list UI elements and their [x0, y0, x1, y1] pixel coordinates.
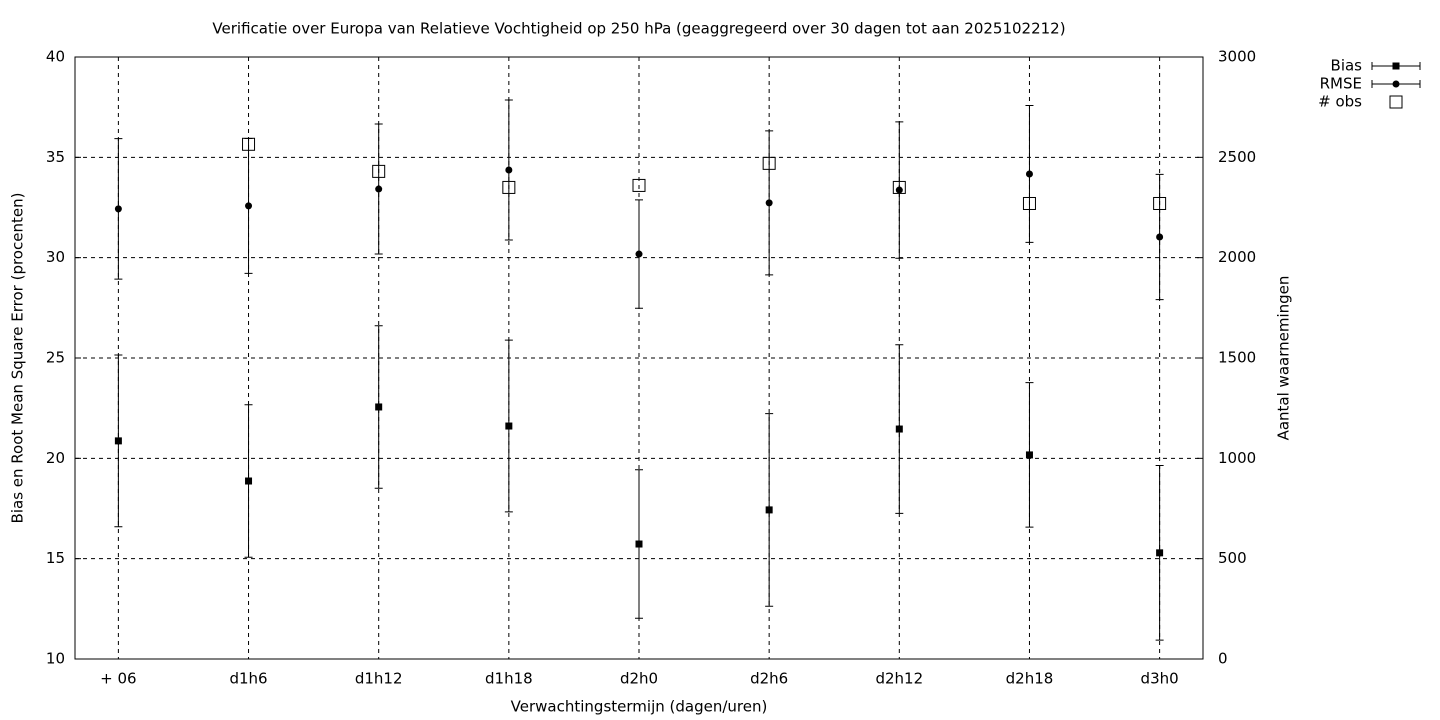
y-tick-label: 10	[46, 650, 65, 668]
marker	[245, 202, 253, 210]
x-tick-label: d1h18	[485, 670, 533, 688]
marker	[1025, 170, 1033, 178]
marker	[892, 180, 906, 194]
x-axis-label: Verwachtingstermijn (dagen/uren)	[511, 698, 768, 716]
marker	[895, 425, 903, 433]
marker	[242, 137, 256, 151]
marker	[762, 156, 776, 170]
y-axis-label: Bias en Root Mean Square Error (procente…	[9, 193, 27, 524]
y-tick-label: 40	[46, 48, 65, 66]
marker	[1156, 233, 1164, 241]
legend-label: RMSE	[1320, 75, 1362, 93]
marker	[375, 185, 383, 193]
marker	[372, 164, 386, 178]
marker	[114, 205, 122, 213]
x-tick-label: d1h12	[355, 670, 403, 688]
y2-axis-label: Aantal waarnemingen	[1275, 276, 1293, 441]
y2-tick-label: 2000	[1218, 248, 1256, 266]
marker	[505, 422, 513, 430]
marker	[1153, 196, 1167, 210]
marker	[765, 506, 773, 514]
marker	[895, 186, 903, 194]
marker	[375, 403, 383, 411]
marker	[114, 437, 122, 445]
y-tick-label: 20	[46, 449, 65, 467]
legend-label: Bias	[1331, 57, 1363, 75]
y2-tick-label: 1000	[1218, 449, 1256, 467]
marker	[1022, 196, 1036, 210]
y2-tick-label: 0	[1218, 650, 1228, 668]
marker	[245, 477, 253, 485]
y2-tick-label: 2500	[1218, 148, 1256, 166]
y-tick-label: 25	[46, 349, 65, 367]
marker	[1156, 549, 1164, 557]
x-tick-label: + 06	[100, 670, 136, 688]
y-tick-label: 35	[46, 148, 65, 166]
x-tick-label: d3h0	[1141, 670, 1179, 688]
marker	[1392, 62, 1400, 70]
marker	[632, 178, 646, 192]
marker	[765, 199, 773, 207]
chart-title: Verificatie over Europa van Relatieve Vo…	[212, 20, 1065, 38]
x-tick-label: d2h18	[1006, 670, 1054, 688]
x-tick-label: d1h6	[229, 670, 267, 688]
marker	[505, 166, 513, 174]
marker	[1389, 95, 1403, 109]
x-tick-label: d2h12	[875, 670, 923, 688]
marker	[1025, 451, 1033, 459]
x-tick-label: d2h6	[750, 670, 788, 688]
x-tick-label: d2h0	[620, 670, 658, 688]
legend-label: # obs	[1318, 93, 1362, 111]
y-tick-label: 15	[46, 549, 65, 567]
plot-frame	[74, 56, 1204, 660]
y2-tick-label: 3000	[1218, 48, 1256, 66]
y-tick-label: 30	[46, 248, 65, 266]
marker	[502, 180, 516, 194]
marker	[1392, 80, 1400, 88]
y2-tick-label: 500	[1218, 549, 1247, 567]
marker	[635, 540, 643, 548]
marker	[635, 250, 643, 258]
y2-tick-label: 1500	[1218, 349, 1256, 367]
